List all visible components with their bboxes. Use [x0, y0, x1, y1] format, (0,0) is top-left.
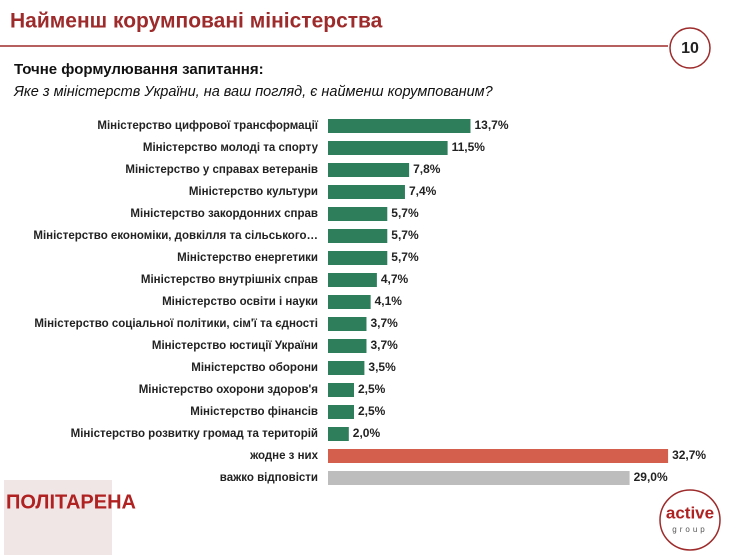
category-label: Міністерство внутрішніх справ: [141, 274, 318, 286]
left-logo: ПОЛІТАРЕНА: [4, 480, 136, 555]
category-label: Міністерство розвитку громад та територі…: [71, 428, 318, 440]
bar: [328, 251, 388, 265]
logo-right-text: active: [666, 503, 714, 522]
bar: [328, 405, 354, 419]
bar: [328, 119, 471, 133]
value-label: 2,0%: [353, 426, 381, 440]
bar: [328, 229, 388, 243]
chart-title: Найменш корумповані міністерства: [10, 10, 383, 33]
value-label: 11,5%: [452, 140, 486, 154]
category-label: Міністерство культури: [189, 186, 318, 198]
category-label: Міністерство фінансів: [190, 406, 318, 418]
question: Яке з міністерств України, на ваш погляд…: [13, 84, 494, 100]
logo-bg: [4, 480, 112, 555]
value-label: 3,7%: [370, 316, 398, 330]
bar: [328, 295, 371, 309]
value-label: 29,0%: [634, 470, 668, 484]
value-label: 7,8%: [413, 162, 441, 176]
bar: [328, 471, 630, 485]
category-label: Міністерство економіки, довкілля та сіль…: [33, 230, 318, 242]
value-label: 5,7%: [391, 228, 419, 242]
bar: [328, 361, 365, 375]
value-label: 2,5%: [358, 404, 386, 418]
category-label: Міністерство цифрової трансформації: [97, 120, 318, 132]
value-label: 7,4%: [409, 184, 437, 198]
value-label: 5,7%: [391, 250, 419, 264]
logo-left-text: ПОЛІТАРЕНА: [6, 491, 136, 513]
bar: [328, 163, 410, 177]
bar: [328, 273, 377, 287]
category-label: Міністерство молоді та спорту: [143, 142, 319, 154]
bar: [328, 383, 354, 397]
bar: [328, 339, 367, 353]
category-label: Міністерство енергетики: [177, 252, 318, 264]
bar: [328, 427, 349, 441]
value-label: 3,7%: [370, 338, 398, 352]
category-label: Міністерство закордонних справ: [130, 208, 318, 220]
category-label: Міністерство юстиції України: [152, 340, 318, 352]
category-label: Міністерство оборони: [191, 362, 318, 374]
value-label: 4,7%: [381, 272, 409, 286]
value-label: 2,5%: [358, 382, 386, 396]
bar: [328, 317, 367, 331]
category-label: Міністерство соціальної політики, сім'ї …: [34, 318, 318, 330]
category-label: жодне з них: [249, 450, 319, 462]
logo-ring: [659, 489, 721, 551]
bar: [328, 207, 388, 221]
page-number: 10: [681, 40, 699, 57]
category-label: Міністерство охорони здоров'я: [139, 384, 318, 396]
category-label: Міністерство освіти і науки: [162, 296, 318, 308]
value-label: 3,5%: [368, 360, 396, 374]
bar: [328, 449, 669, 463]
right-logo: active group: [659, 489, 721, 551]
value-label: 5,7%: [391, 206, 419, 220]
value-label: 32,7%: [672, 448, 706, 462]
bar: [328, 185, 405, 199]
category-label: Міністерство у справах ветеранів: [125, 164, 318, 176]
value-label: 4,1%: [375, 294, 403, 308]
page-badge: [669, 27, 711, 69]
logo-right-sub: group: [672, 525, 707, 534]
bar: [328, 141, 448, 155]
subtitle: Точне формулювання запитання:: [14, 61, 264, 78]
category-label: важко відповісти: [220, 472, 318, 484]
value-label: 13,7%: [474, 118, 508, 132]
